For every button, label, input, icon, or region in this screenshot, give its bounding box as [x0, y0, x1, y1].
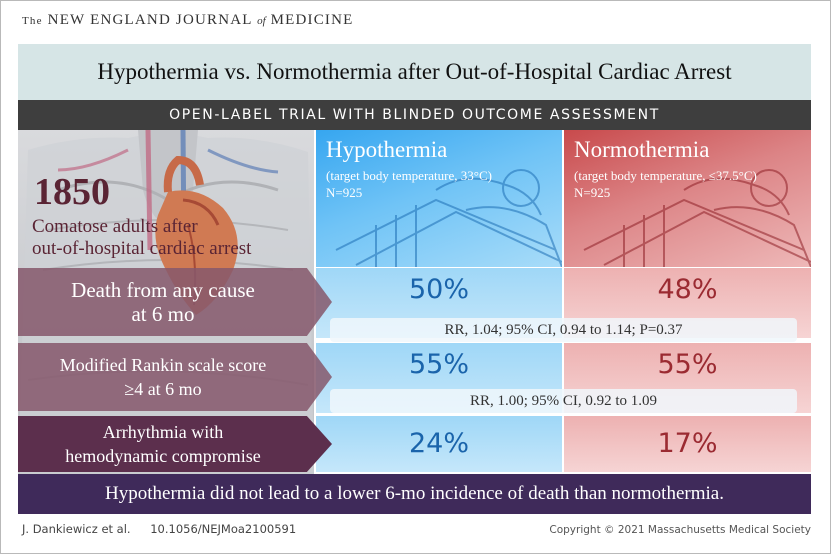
journal-name-part2: MEDICINE [270, 12, 354, 28]
journal-name-part1: NEW ENGLAND JOURNAL [47, 12, 253, 28]
trial-design-banner: OPEN-LABEL TRIAL WITH BLINDED OUTCOME AS… [18, 100, 811, 130]
arrhythmia-label-line2: hemodynamic compromise [65, 446, 261, 466]
rankin-label-line2: ≥4 at 6 mo [124, 379, 202, 399]
hypothermia-group-details: (target body temperature, 33°C) N=925 [326, 167, 562, 201]
population-description: Comatose adults after out-of-hospital ca… [32, 216, 312, 260]
hypothermia-n: N=925 [326, 185, 363, 200]
normothermia-death-value: 48% [657, 274, 718, 305]
normothermia-target: (target body temperature, ≤37.5°C) [574, 168, 757, 183]
conclusion-banner: Hypothermia did not lead to a lower 6-mo… [18, 474, 811, 514]
population-count: 1850 [34, 171, 110, 213]
normothermia-group-details: (target body temperature, ≤37.5°C) N=925 [574, 167, 810, 201]
authors: J. Dankiewicz et al. [22, 522, 131, 536]
normothermia-group-panel: Normothermia (target body temperature, ≤… [564, 130, 811, 267]
population-label-line2: out-of-hospital cardiac arrest [32, 238, 252, 259]
normothermia-n: N=925 [574, 185, 611, 200]
journal-masthead: The NEW ENGLAND JOURNAL of MEDICINE [22, 12, 354, 29]
title-band: Hypothermia vs. Normothermia after Out-o… [18, 44, 811, 100]
doi-link[interactable]: 10.1056/NEJMoa2100591 [150, 522, 297, 536]
normothermia-arrhythmia-cell: 17% [564, 416, 811, 472]
hypothermia-rankin-value: 55% [408, 349, 469, 380]
population-label-line1: Comatose adults after [32, 216, 198, 237]
hypothermia-group-panel: Hypothermia (target body temperature, 33… [316, 130, 562, 267]
normothermia-rankin-value: 55% [657, 349, 718, 380]
patient-in-bed-icon [335, 169, 562, 267]
normothermia-group-name: Normothermia [574, 137, 710, 162]
copyright-notice: Copyright © 2021 Massachusetts Medical S… [549, 524, 811, 536]
citation: J. Dankiewicz et al. 10.1056/NEJMoa21005… [22, 522, 312, 536]
death-label-line2: at 6 mo [131, 302, 195, 326]
arrhythmia-label-line1: Arrhythmia with [102, 422, 224, 442]
patient-in-bed-icon [583, 169, 811, 267]
outcome-label-arrhythmia: Arrhythmia with hemodynamic compromise [18, 416, 332, 472]
outcome-label-death: Death from any cause at 6 mo [18, 268, 332, 336]
rankin-label-line1: Modified Rankin scale score [59, 355, 267, 375]
outcome-label-rankin: Modified Rankin scale score ≥4 at 6 mo [18, 343, 332, 411]
rankin-statistics: RR, 1.00; 95% CI, 0.92 to 1.09 [330, 389, 797, 413]
hypothermia-arrhythmia-cell: 24% [316, 416, 562, 472]
hypothermia-group-name: Hypothermia [326, 137, 448, 162]
journal-the: The [22, 15, 43, 27]
page-title: Hypothermia vs. Normothermia after Out-o… [97, 59, 732, 84]
normothermia-arrhythmia-value: 17% [657, 428, 718, 459]
hypothermia-arrhythmia-value: 24% [408, 428, 469, 459]
journal-of: of [257, 15, 266, 27]
hypothermia-target: (target body temperature, 33°C) [326, 168, 492, 183]
death-statistics: RR, 1.04; 95% CI, 0.94 to 1.14; P=0.37 [330, 318, 797, 342]
death-label-line1: Death from any cause [71, 278, 255, 302]
hypothermia-death-value: 50% [408, 274, 469, 305]
